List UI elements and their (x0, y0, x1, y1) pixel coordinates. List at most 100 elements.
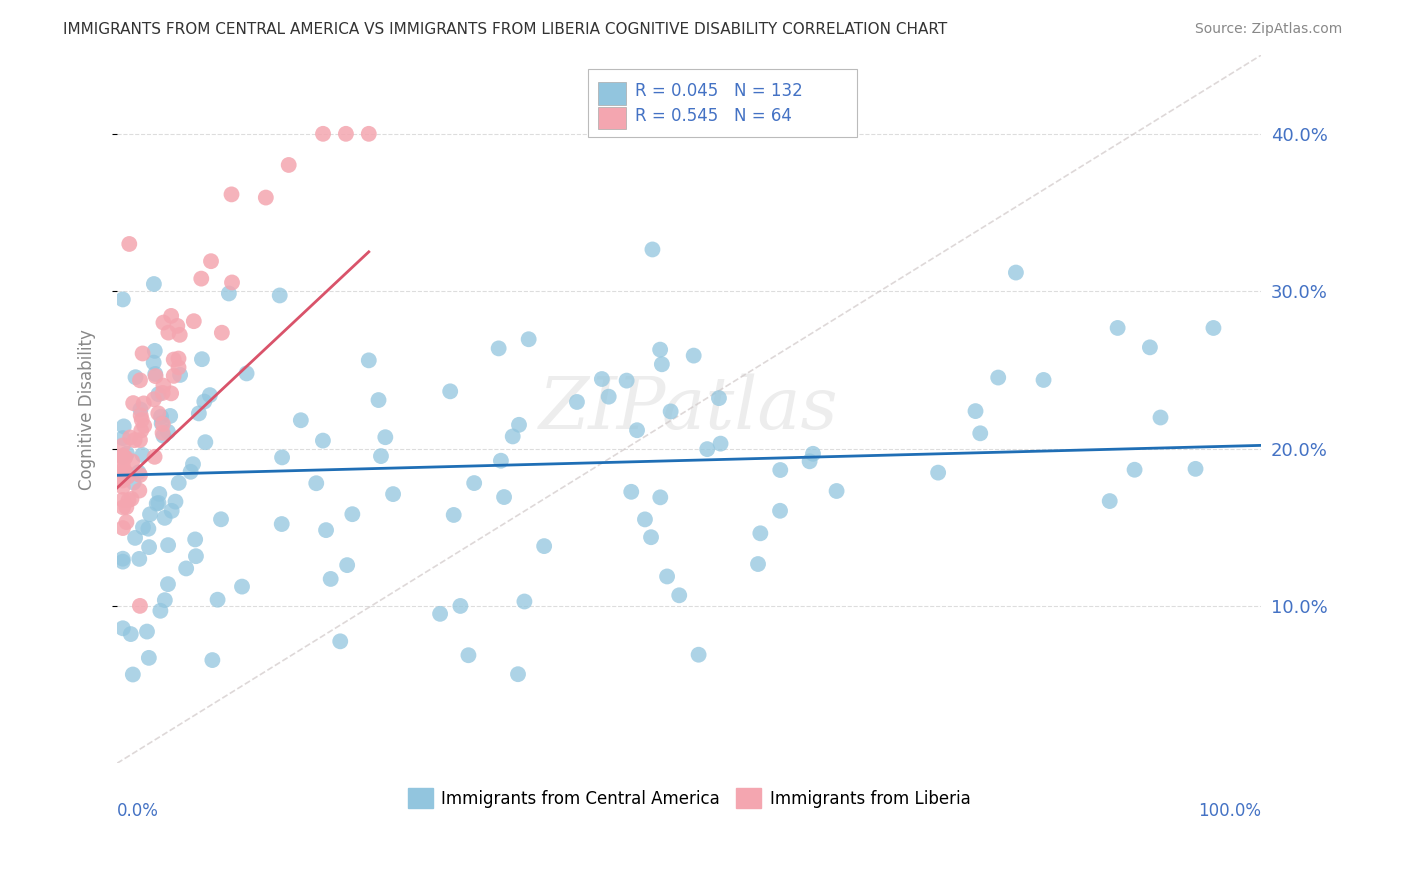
Point (148, 387, 170, 401)
Point (160, 386, 183, 401)
Point (112, 500, 135, 515)
Point (115, 466, 138, 480)
Point (174, 561, 197, 575)
Point (221, 276, 243, 290)
Point (457, 648, 479, 663)
Point (111, 492, 134, 507)
Point (641, 243, 664, 257)
Point (502, 429, 524, 443)
Point (825, 483, 848, 498)
Point (163, 352, 186, 367)
FancyBboxPatch shape (598, 107, 626, 129)
Point (136, 624, 159, 639)
Point (211, 326, 233, 340)
Point (138, 651, 160, 665)
Point (254, 190, 277, 204)
Point (120, 430, 142, 444)
Point (799, 454, 821, 468)
Point (218, 286, 240, 301)
Point (145, 369, 167, 384)
Point (111, 621, 134, 635)
Point (112, 419, 135, 434)
Point (152, 386, 174, 401)
Point (319, 572, 342, 586)
Point (111, 551, 134, 566)
Point (370, 449, 392, 463)
Point (221, 187, 243, 202)
Point (121, 454, 143, 468)
Point (111, 450, 134, 465)
Point (969, 426, 991, 441)
Point (152, 425, 174, 440)
Point (117, 493, 139, 508)
Text: R = 0.545   N = 64: R = 0.545 N = 64 (636, 107, 792, 125)
Text: ZIPatlas: ZIPatlas (540, 374, 839, 444)
Point (142, 355, 165, 369)
Point (111, 458, 134, 473)
Point (616, 374, 638, 388)
Point (124, 531, 146, 545)
Point (626, 423, 648, 437)
Text: IMMIGRANTS FROM CENTRAL AMERICA VS IMMIGRANTS FROM LIBERIA COGNITIVE DISABILITY : IMMIGRANTS FROM CENTRAL AMERICA VS IMMIG… (63, 22, 948, 37)
Point (157, 326, 180, 340)
Point (128, 552, 150, 566)
Point (207, 592, 229, 607)
Point (312, 127, 335, 141)
Point (129, 599, 152, 613)
Point (650, 491, 672, 505)
Point (148, 487, 170, 501)
Point (152, 316, 174, 330)
Point (1139, 340, 1161, 354)
Point (166, 318, 188, 333)
Point (129, 424, 152, 438)
Point (114, 465, 136, 479)
Legend: Immigrants from Central America, Immigrants from Liberia: Immigrants from Central America, Immigra… (401, 781, 977, 815)
Point (131, 448, 153, 462)
Point (488, 342, 510, 356)
Point (167, 475, 190, 490)
Point (111, 450, 134, 464)
Point (111, 463, 134, 477)
Text: 100.0%: 100.0% (1198, 802, 1261, 820)
Point (927, 466, 949, 480)
Point (1005, 266, 1028, 280)
Point (184, 533, 207, 547)
Point (335, 127, 357, 141)
Text: R = 0.045   N = 132: R = 0.045 N = 132 (636, 82, 803, 100)
Point (149, 604, 172, 618)
Point (659, 404, 682, 418)
Point (160, 504, 183, 518)
Point (145, 497, 167, 511)
Point (111, 521, 134, 535)
Point (598, 390, 620, 404)
Point (508, 417, 530, 432)
Point (517, 332, 540, 346)
Point (650, 343, 672, 357)
Point (111, 431, 134, 445)
Point (143, 367, 166, 381)
Point (439, 384, 461, 399)
Point (149, 409, 172, 424)
Point (194, 435, 217, 450)
Point (165, 494, 187, 508)
Point (688, 648, 710, 662)
Point (357, 127, 380, 141)
Point (180, 465, 202, 479)
Point (987, 370, 1010, 384)
Point (111, 438, 134, 452)
Point (111, 474, 134, 488)
Point (120, 627, 142, 641)
Point (312, 434, 335, 448)
Point (290, 413, 312, 427)
Text: 0.0%: 0.0% (117, 802, 159, 820)
Point (329, 634, 352, 648)
Point (156, 577, 179, 591)
Point (367, 392, 389, 407)
Point (122, 475, 145, 490)
Point (159, 409, 181, 423)
Point (129, 433, 152, 447)
Point (620, 484, 643, 499)
Point (801, 447, 824, 461)
Point (429, 607, 451, 621)
Point (163, 368, 186, 383)
